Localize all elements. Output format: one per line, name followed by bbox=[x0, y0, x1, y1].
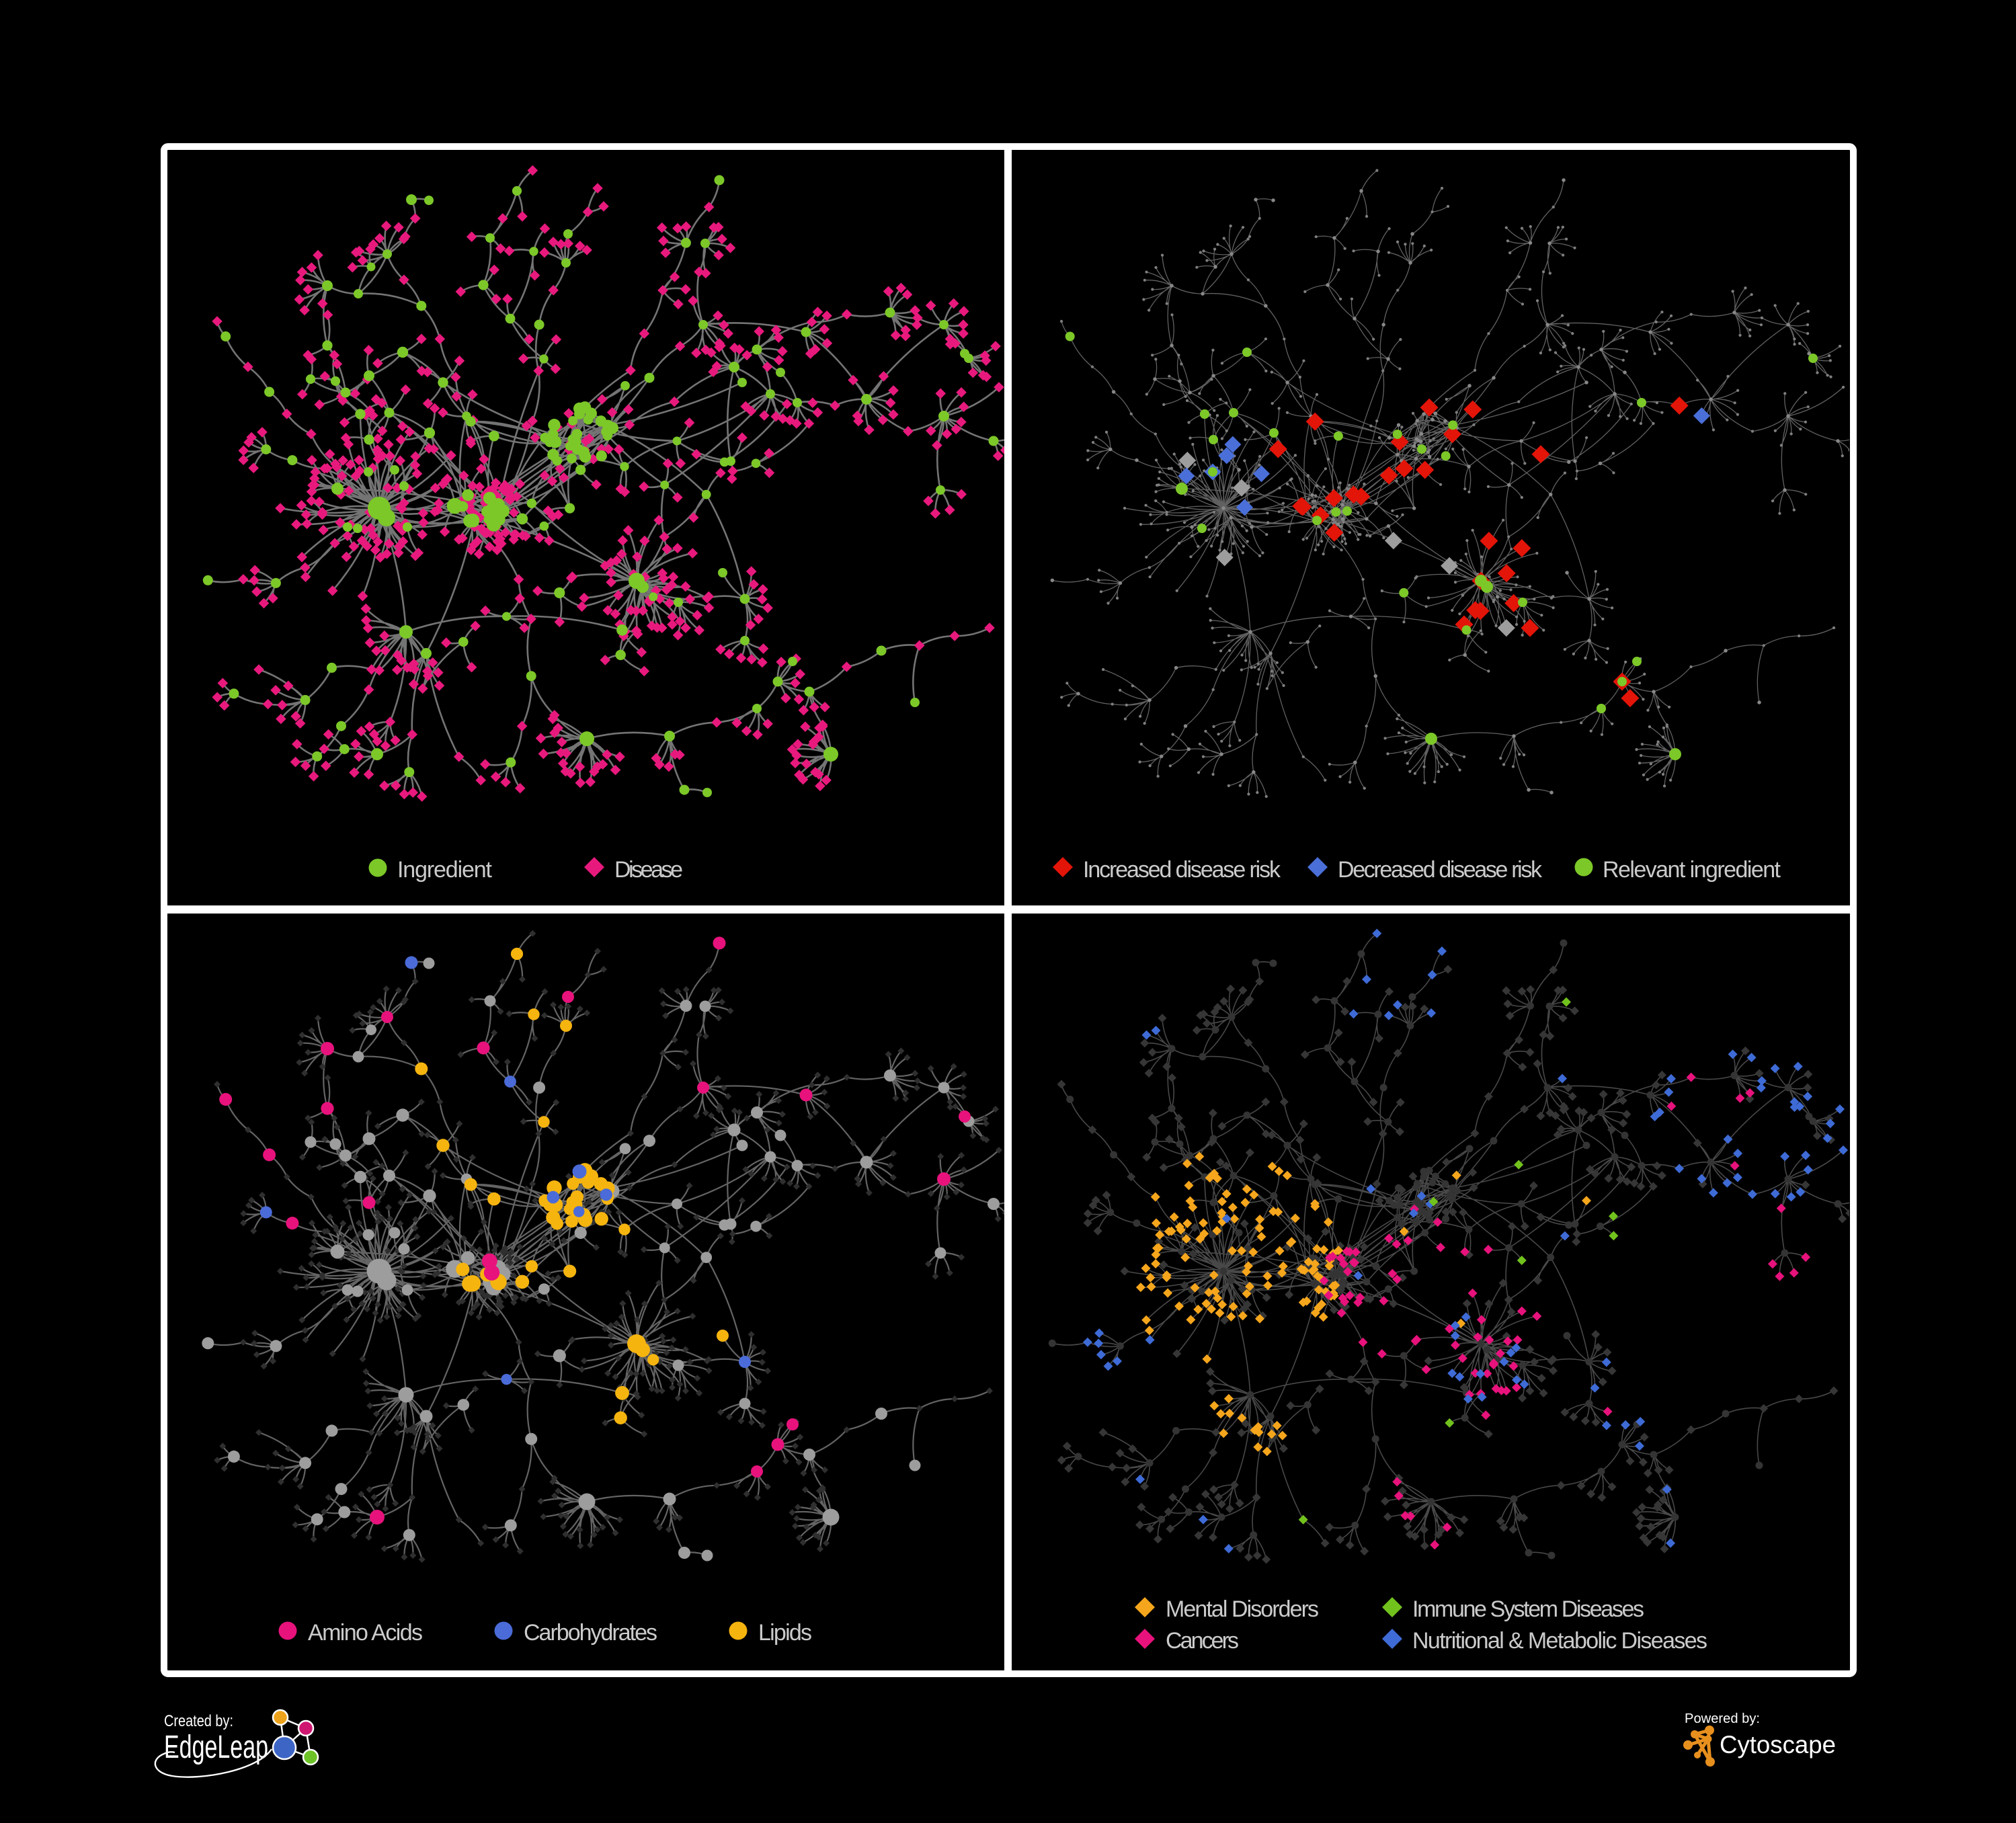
svg-text:Lipids: Lipids bbox=[758, 1620, 812, 1646]
svg-text:Mental Disorders: Mental Disorders bbox=[1166, 1596, 1319, 1622]
svg-text:Decreased disease risk: Decreased disease risk bbox=[1338, 857, 1543, 883]
svg-text:Cancers: Cancers bbox=[1166, 1628, 1239, 1654]
svg-text:Cytoscape: Cytoscape bbox=[1720, 1731, 1836, 1758]
svg-text:Immune System Diseases: Immune System Diseases bbox=[1412, 1596, 1644, 1622]
svg-text:Powered by:: Powered by: bbox=[1685, 1711, 1760, 1726]
svg-text:Disease: Disease bbox=[614, 857, 683, 883]
svg-text:Increased disease risk: Increased disease risk bbox=[1083, 857, 1281, 883]
svg-text:Amino Acids: Amino Acids bbox=[308, 1620, 423, 1646]
svg-text:Relevant ingredient: Relevant ingredient bbox=[1603, 857, 1781, 883]
svg-text:Nutritional & Metabolic Diseas: Nutritional & Metabolic Diseases bbox=[1412, 1628, 1707, 1654]
svg-text:Ingredient: Ingredient bbox=[397, 857, 493, 883]
svg-text:EdgeLeap: EdgeLeap bbox=[164, 1730, 268, 1765]
svg-text:Carbohydrates: Carbohydrates bbox=[524, 1620, 657, 1646]
svg-text:Created by:: Created by: bbox=[164, 1712, 233, 1730]
